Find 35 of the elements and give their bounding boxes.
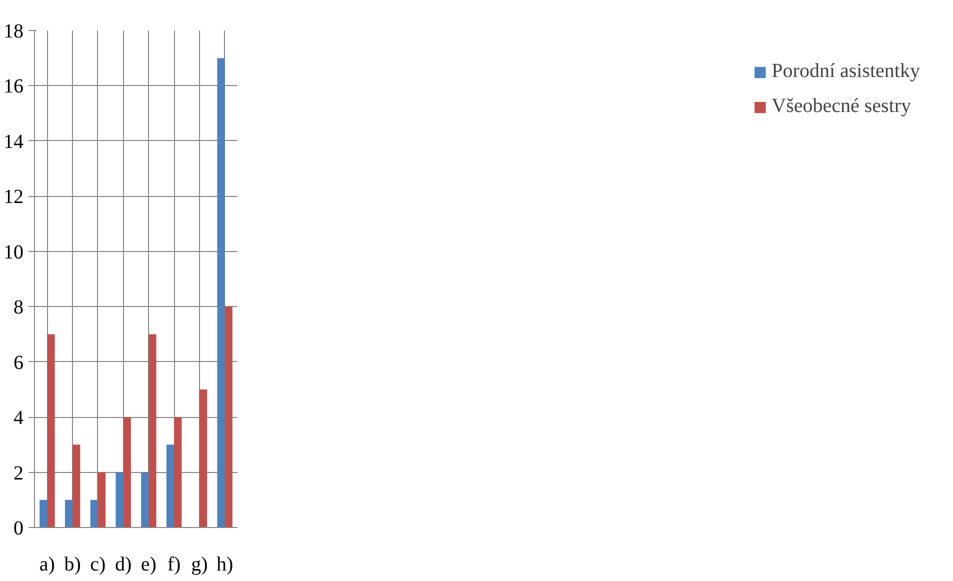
- y-tick-label: 8: [14, 296, 24, 319]
- bar: [116, 472, 124, 528]
- legend-label: Všeobecné sestry: [772, 95, 912, 118]
- bar: [217, 58, 225, 528]
- bar: [174, 417, 182, 528]
- bar: [98, 472, 106, 528]
- bar: [47, 334, 55, 528]
- x-tick-label: g): [191, 554, 208, 576]
- x-tick-label: c): [90, 554, 106, 576]
- bar: [40, 500, 48, 528]
- y-tick-label: 6: [14, 352, 24, 374]
- x-tick-label: a): [39, 554, 55, 576]
- bar: [148, 334, 156, 528]
- bar: [123, 417, 131, 528]
- x-tick-label: b): [64, 554, 81, 576]
- legend-label: Porodní asistentky: [772, 60, 920, 83]
- y-tick-label: 0: [14, 518, 24, 540]
- y-tick-label: 14: [4, 130, 24, 153]
- x-tick-label: d): [114, 554, 132, 576]
- y-tick-label: 2: [14, 462, 24, 484]
- bar: [64, 500, 73, 528]
- x-tick-label: f): [167, 554, 181, 576]
- y-tick-label: 4: [14, 407, 24, 430]
- y-tick-label: 10: [4, 241, 24, 264]
- bar: [141, 472, 149, 528]
- bar: [199, 389, 208, 528]
- bar: [90, 500, 98, 528]
- y-tick-label: 12: [4, 186, 24, 208]
- bar: [166, 444, 174, 528]
- y-tick-label: 18: [4, 20, 24, 42]
- x-tick-label: h): [216, 554, 234, 576]
- x-tick-label: e): [140, 554, 156, 576]
- bar: [224, 306, 232, 528]
- bar: [72, 444, 80, 528]
- y-tick-label: 16: [4, 76, 24, 98]
